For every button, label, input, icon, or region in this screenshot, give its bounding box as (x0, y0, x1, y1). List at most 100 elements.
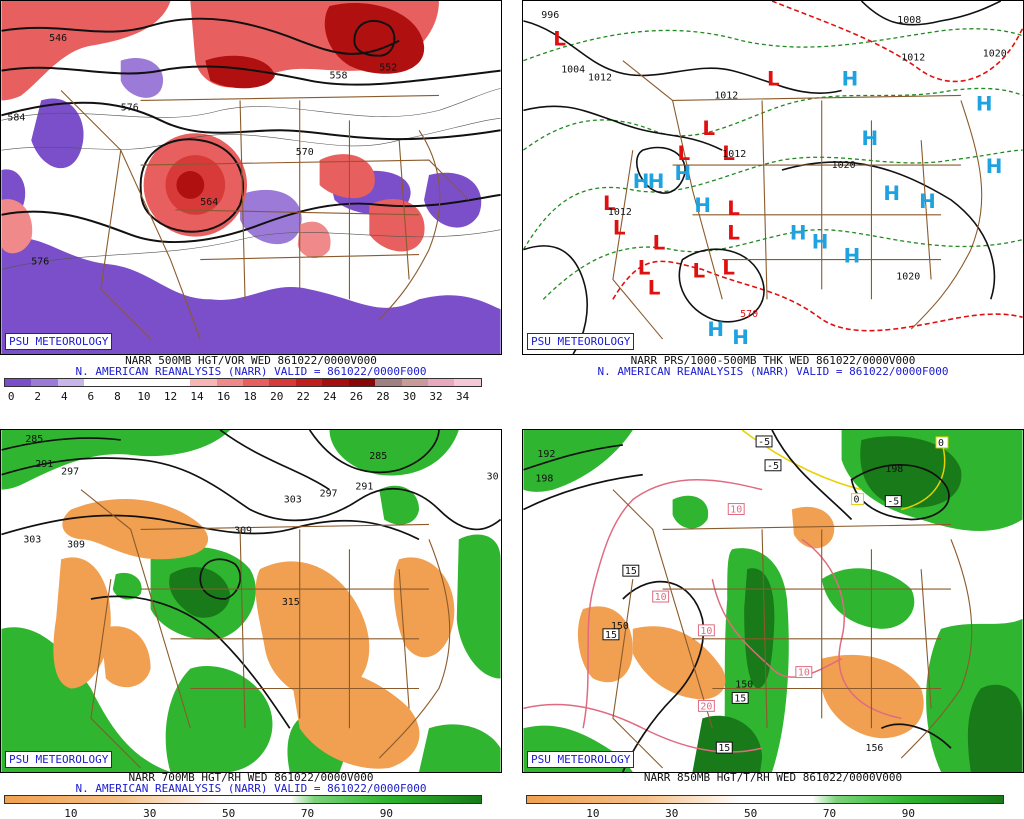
contour-label: 564 (200, 197, 218, 208)
isobar-label: 1020 (832, 160, 856, 171)
contour-label: 552 (379, 63, 397, 74)
temp-label: 10 (655, 592, 667, 603)
temp-label: 15 (625, 566, 637, 577)
contour-label: 303 (284, 495, 302, 506)
temp-label: -5 (887, 497, 899, 508)
scale-tick-label: 50 (222, 807, 236, 819)
high-pressure-marker: H (976, 92, 993, 115)
color-scale-segment (137, 379, 164, 386)
scale-tick-label: 20 (270, 390, 284, 403)
low-pressure-marker: L (613, 217, 626, 240)
color-scale-segment (428, 379, 455, 386)
rh700-map-svg: 285 291 297 303 309 309 315 303 297 291 … (1, 430, 501, 772)
height-label: 150 (611, 621, 629, 632)
temp-label: 10 (798, 668, 810, 679)
panel-valid-line: N. AMERICAN REANALYSIS (NARR) VALID = 86… (75, 365, 427, 378)
isobar-label: 1012 (608, 207, 632, 218)
isobar-label: 1020 (983, 49, 1007, 60)
contour-label: 584 (7, 112, 25, 123)
panel-valid-line: N. AMERICAN REANALYSIS (NARR) VALID = 86… (597, 365, 949, 378)
contour-label: 570 (296, 147, 314, 158)
color-scale-segment (5, 379, 32, 386)
color-scale-segment (295, 379, 323, 386)
high-pressure-marker: H (812, 231, 829, 254)
low-pressure-marker: L (702, 117, 715, 140)
contour-label: 576 (31, 257, 49, 268)
color-scale-segment (375, 379, 402, 386)
low-pressure-marker: L (722, 142, 735, 165)
scale-tick-label: 16 (216, 390, 231, 403)
high-pressure-marker: H (842, 68, 859, 91)
thickness-label: 570 (740, 309, 758, 320)
low-pressure-marker: L (727, 197, 740, 220)
color-scale-segment (269, 379, 296, 386)
panel-500mb-vorticity: 546 552 558 564 570 576 576 584 PSU METE… (0, 0, 502, 410)
low-pressure-marker: L (553, 28, 566, 51)
color-scale-segment (454, 379, 481, 386)
low-pressure-marker: L (603, 192, 616, 215)
scale-tick-label: 14 (190, 390, 204, 403)
panel-title: NARR 850MB HGT/T/RH WED 861022/0000V000 (643, 771, 903, 784)
color-scale-segment (322, 379, 349, 386)
rh-color-scale (526, 795, 1004, 804)
low-pressure-marker: L (648, 276, 661, 299)
scale-tick-label: 12 (163, 390, 178, 403)
scale-tick-label: 24 (323, 390, 337, 403)
contour-label: 30 (487, 472, 499, 483)
contour-label: 303 (23, 534, 41, 545)
scale-tick-label: 70 (822, 807, 837, 819)
contour-label: 315 (282, 597, 300, 608)
scale-tick-label: 28 (376, 390, 390, 403)
temp-label: 10 (730, 505, 742, 516)
high-pressure-marker: H (633, 170, 650, 193)
low-pressure-marker: L (722, 256, 735, 279)
color-scale-segment (163, 379, 191, 386)
rh-scale-labels: 10 30 50 70 90 (4, 807, 482, 819)
height-label: 150 (735, 679, 753, 690)
isobar-label: 1008 (897, 15, 921, 26)
contour-label: 297 (320, 489, 338, 500)
contour-label: 558 (330, 71, 348, 82)
scale-tick-label: 0 (7, 390, 15, 403)
color-scale-segment (401, 379, 428, 386)
high-pressure-marker: H (790, 222, 807, 245)
isobar-label: 1004 (561, 65, 585, 76)
scale-tick-label: 70 (300, 807, 315, 819)
high-pressure-marker: H (861, 127, 878, 150)
isobar-label: 1020 (896, 271, 920, 282)
contour-label: 291 (355, 482, 373, 493)
temp-label: 20 (700, 701, 712, 712)
isobar-label: 1012 (588, 73, 612, 84)
panel-surface-pressure: L L L L L L L L L L L L L L H H H H H (522, 0, 1024, 410)
pressure-map: L L L L L L L L L L L L L L H H H H H (522, 0, 1024, 355)
psu-meteorology-badge: PSU METEOROLOGY (5, 333, 113, 350)
psu-meteorology-badge: PSU METEOROLOGY (5, 751, 113, 768)
scale-tick-label: 90 (379, 807, 394, 819)
high-pressure-marker: H (707, 318, 724, 341)
high-pressure-marker: H (675, 162, 692, 185)
color-scale-segment (84, 379, 111, 386)
isobar-label: 1012 (901, 53, 925, 64)
panel-valid-line: N. AMERICAN REANALYSIS (NARR) VALID = 86… (75, 782, 427, 795)
temp-label: 15 (734, 693, 746, 704)
contour-label: 297 (61, 467, 79, 478)
high-pressure-marker: H (919, 190, 936, 213)
color-scale-segment (31, 379, 58, 386)
color-scale-segment (242, 379, 270, 386)
contour-label: 285 (369, 451, 387, 462)
scale-tick-label: 18 (243, 390, 257, 403)
low-pressure-marker: L (678, 142, 691, 165)
pressure-map-svg: L L L L L L L L L L L L L L H H H H H (523, 1, 1023, 354)
vorticity-color-scale (4, 378, 482, 387)
rh-scale-labels: 10 30 50 70 90 (526, 807, 1004, 819)
high-pressure-marker: H (844, 245, 861, 268)
color-scale-segment (110, 379, 138, 386)
high-pressure-marker: H (694, 194, 711, 217)
psu-meteorology-badge: PSU METEOROLOGY (527, 333, 635, 350)
scale-tick-label: 90 (901, 807, 916, 819)
temp-label: 0 (854, 495, 860, 506)
scale-tick-label: 30 (143, 807, 157, 819)
high-pressure-marker: H (648, 170, 665, 193)
contour-label: 309 (234, 525, 252, 536)
scale-tick-label: 8 (114, 390, 121, 403)
